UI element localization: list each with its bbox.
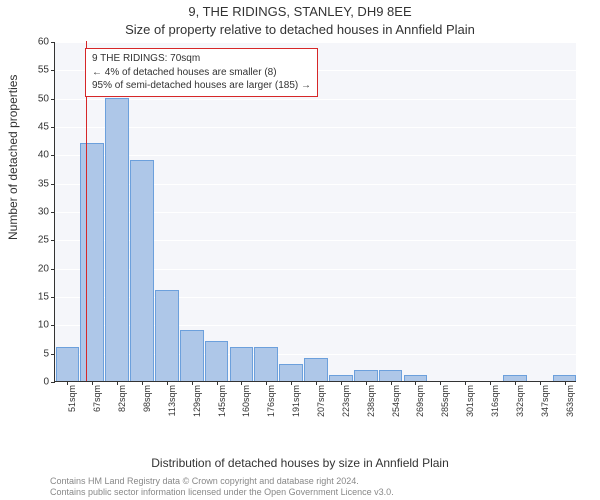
x-tick-label: 347sqm	[540, 385, 550, 417]
histogram-bar	[180, 330, 204, 381]
x-tick-mark	[366, 381, 367, 385]
gridline-h	[55, 99, 576, 100]
annotation-box: 9 THE RIDINGS: 70sqm← 4% of detached hou…	[85, 48, 318, 97]
gridline-h	[55, 155, 576, 156]
x-tick-mark	[515, 381, 516, 385]
y-axis-label: Number of detached properties	[6, 75, 20, 240]
y-tick-mark	[51, 184, 55, 185]
footer-line-2: Contains public sector information licen…	[50, 487, 590, 498]
x-tick-mark	[167, 381, 168, 385]
x-tick-label: 316sqm	[490, 385, 500, 417]
y-tick-label: 10	[38, 320, 49, 331]
x-tick-label: 51sqm	[67, 385, 77, 412]
x-tick-label: 285sqm	[440, 385, 450, 417]
annotation-line: ← 4% of detached houses are smaller (8)	[92, 66, 311, 80]
histogram-bar	[105, 98, 129, 381]
y-tick-label: 55	[38, 65, 49, 76]
x-tick-label: 113sqm	[167, 385, 177, 416]
x-tick-mark	[241, 381, 242, 385]
y-tick-label: 25	[38, 235, 49, 246]
x-tick-mark	[67, 381, 68, 385]
gridline-h	[55, 127, 576, 128]
x-tick-mark	[415, 381, 416, 385]
histogram-bar	[56, 347, 80, 381]
y-tick-mark	[51, 240, 55, 241]
chart-title-sub: Size of property relative to detached ho…	[0, 22, 600, 37]
x-tick-label: 238sqm	[366, 385, 376, 417]
y-tick-mark	[51, 70, 55, 71]
x-tick-mark	[291, 381, 292, 385]
x-tick-label: 82sqm	[117, 385, 127, 412]
y-tick-mark	[51, 354, 55, 355]
y-tick-label: 30	[38, 207, 49, 218]
histogram-bar	[205, 341, 229, 381]
histogram-bar	[304, 358, 328, 381]
x-tick-mark	[341, 381, 342, 385]
histogram-bar	[155, 290, 179, 381]
y-tick-mark	[51, 127, 55, 128]
x-tick-mark	[142, 381, 143, 385]
y-tick-label: 50	[38, 93, 49, 104]
plot-background: 9 THE RIDINGS: 70sqm← 4% of detached hou…	[55, 42, 576, 381]
footer-line-1: Contains HM Land Registry data © Crown c…	[50, 476, 590, 487]
x-tick-label: 67sqm	[92, 385, 102, 412]
histogram-bar	[379, 370, 403, 381]
chart-plot-area: 9 THE RIDINGS: 70sqm← 4% of detached hou…	[54, 42, 576, 382]
histogram-bar	[279, 364, 303, 381]
x-tick-label: 160sqm	[241, 385, 251, 417]
x-tick-mark	[440, 381, 441, 385]
attribution-footer: Contains HM Land Registry data © Crown c…	[50, 476, 590, 499]
y-tick-label: 20	[38, 263, 49, 274]
x-tick-mark	[540, 381, 541, 385]
x-axis-label: Distribution of detached houses by size …	[0, 456, 600, 470]
y-tick-mark	[51, 269, 55, 270]
x-tick-mark	[92, 381, 93, 385]
y-tick-label: 40	[38, 150, 49, 161]
histogram-bar	[354, 370, 378, 381]
x-tick-mark	[391, 381, 392, 385]
x-tick-mark	[565, 381, 566, 385]
gridline-h	[55, 42, 576, 43]
x-tick-label: 176sqm	[266, 385, 276, 417]
y-tick-label: 5	[43, 348, 49, 359]
x-tick-label: 207sqm	[316, 385, 326, 417]
histogram-bar	[130, 160, 154, 381]
annotation-line: 9 THE RIDINGS: 70sqm	[92, 52, 311, 66]
y-tick-label: 45	[38, 122, 49, 133]
x-tick-label: 223sqm	[341, 385, 351, 417]
y-tick-mark	[51, 325, 55, 326]
x-tick-label: 129sqm	[192, 385, 202, 417]
x-tick-label: 145sqm	[217, 385, 227, 417]
y-tick-label: 60	[38, 37, 49, 48]
x-tick-mark	[266, 381, 267, 385]
x-tick-label: 98sqm	[142, 385, 152, 412]
y-tick-label: 0	[43, 377, 49, 388]
x-tick-mark	[316, 381, 317, 385]
chart-title-address: 9, THE RIDINGS, STANLEY, DH9 8EE	[0, 4, 600, 19]
y-tick-label: 15	[38, 292, 49, 303]
y-tick-mark	[51, 212, 55, 213]
y-tick-label: 35	[38, 178, 49, 189]
y-tick-mark	[51, 155, 55, 156]
x-tick-mark	[117, 381, 118, 385]
histogram-bar	[80, 143, 104, 381]
histogram-bar	[230, 347, 254, 381]
y-tick-mark	[51, 382, 55, 383]
x-tick-label: 269sqm	[415, 385, 425, 417]
y-tick-mark	[51, 42, 55, 43]
x-tick-mark	[192, 381, 193, 385]
x-tick-mark	[490, 381, 491, 385]
x-tick-mark	[465, 381, 466, 385]
annotation-line: 95% of semi-detached houses are larger (…	[92, 79, 311, 93]
x-tick-label: 254sqm	[391, 385, 401, 417]
histogram-bar	[254, 347, 278, 381]
x-tick-label: 332sqm	[515, 385, 525, 417]
x-tick-label: 191sqm	[291, 385, 301, 417]
x-tick-label: 363sqm	[565, 385, 575, 417]
x-tick-mark	[217, 381, 218, 385]
y-tick-mark	[51, 297, 55, 298]
x-tick-label: 301sqm	[465, 385, 475, 417]
y-tick-mark	[51, 99, 55, 100]
